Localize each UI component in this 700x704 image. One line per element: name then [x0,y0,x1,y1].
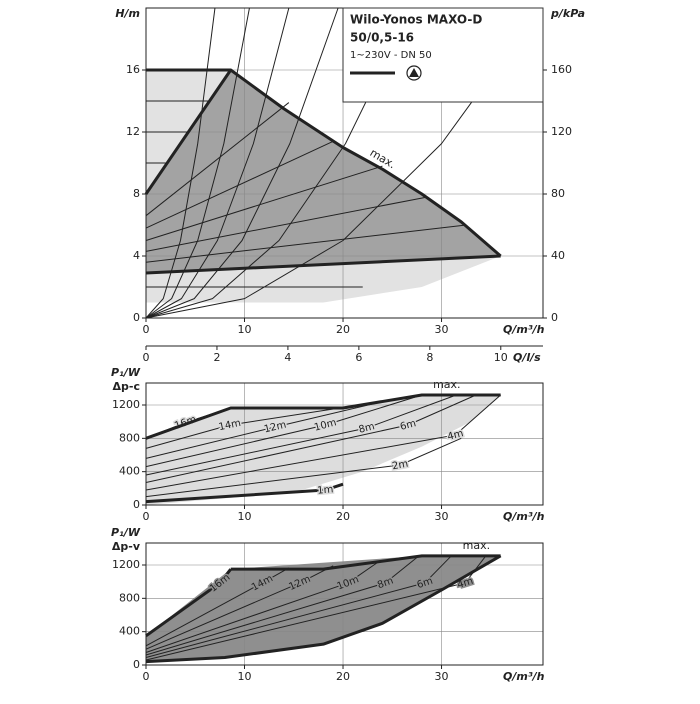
boundary-curve [230,554,501,571]
y-tick-label: 16 [126,63,140,76]
y2-tick-label: 0 [551,311,558,324]
x-tick-label: 0 [143,510,150,523]
y2-axis-label: p/kPa [550,7,585,20]
curve [145,562,378,653]
curve [145,7,339,319]
y2-tick-label: 160 [551,63,572,76]
y-tick-label: 0 [133,311,140,324]
x2-tick-label: 6 [355,351,362,364]
x-tick-label: 0 [143,323,150,336]
y-axis-label: H/m [115,7,140,20]
operating-region [146,70,501,274]
curve [145,394,501,491]
y-tick-label: 800 [119,591,140,604]
x-tick-label: 30 [435,323,449,336]
x-tick-label: 20 [336,510,350,523]
x-tick-label: 0 [143,670,150,683]
boundary-curve [229,68,502,258]
pump-symbol-arrow [409,68,419,77]
x2-tick-label: 10 [494,351,508,364]
curve [145,394,422,468]
curve [145,394,477,483]
y-tick-label: 400 [119,465,140,478]
curve [145,555,452,658]
operating-region [146,256,501,303]
curve [145,567,290,647]
spec: 1~230V - DN 50 [350,50,432,61]
operating-region [146,395,501,505]
y-tick-label: 8 [133,187,140,200]
x-axis-label: Q/m³/h [503,670,545,683]
curve [145,224,467,263]
boundary-curve [145,568,232,638]
x-tick-label: 10 [238,510,252,523]
x2-tick-label: 0 [143,351,150,364]
y-tick-label: 12 [126,125,140,138]
y2-tick-label: 40 [551,249,565,262]
x2-tick-label: 8 [426,351,433,364]
y-axis-label: P₁/W [111,526,141,539]
y-tick-label: 4 [133,249,140,262]
y-axis-label: Δp-v [112,540,141,553]
x-tick-label: 30 [435,670,449,683]
boundary-curve [145,482,344,504]
curve-label: max. [433,378,460,391]
curve [145,140,334,229]
plot-frame [145,542,544,666]
boundary-curve [145,254,501,275]
boundary-curve [145,393,501,440]
x-axis-label: Q/m³/h [503,510,545,523]
y-tick-label: 1200 [112,398,140,411]
y-tick-label: 0 [133,498,140,511]
y2-tick-label: 80 [551,187,565,200]
y-axis-label: P₁/W [111,366,141,379]
curve [145,7,216,319]
x2-tick-label: 4 [284,351,291,364]
plot-frame [145,382,544,506]
curve-label: 12m [263,420,287,436]
y-tick-label: 1200 [112,558,140,571]
y-tick-label: 800 [119,431,140,444]
curve [145,102,290,217]
title: Wilo-Yonos MAXO-D [350,13,482,27]
x-tick-label: 10 [238,323,252,336]
boundary-curve [145,554,502,664]
y-tick-label: 0 [133,658,140,671]
y-axis-label: Δp-c [113,380,140,393]
curve [145,7,250,319]
curve-label: 6m [399,418,417,433]
x2-tick-label: 2 [213,351,220,364]
title-box [342,7,544,103]
curve [145,557,418,656]
curve [145,7,290,319]
y-tick-label: 400 [119,625,140,638]
curve [145,401,383,459]
subtitle: 50/0,5-16 [350,31,414,45]
curve [145,407,344,449]
curve-label: 1m [317,484,334,496]
x-tick-label: 10 [238,670,252,683]
x-tick-label: 20 [336,323,350,336]
x-axis-label: Q/m³/h [503,323,545,336]
curve [145,165,383,241]
x-tick-label: 20 [336,670,350,683]
curve [145,196,427,252]
curve [145,565,334,650]
y2-tick-label: 120 [551,125,572,138]
curve [145,555,487,661]
curve [145,394,457,476]
x-tick-label: 30 [435,510,449,523]
curve-label: 2m [391,459,409,473]
curve [145,437,462,498]
operating-region [146,555,501,662]
x2-axis-label: Q/l/s [513,351,541,364]
curve-label: max. [463,539,490,552]
